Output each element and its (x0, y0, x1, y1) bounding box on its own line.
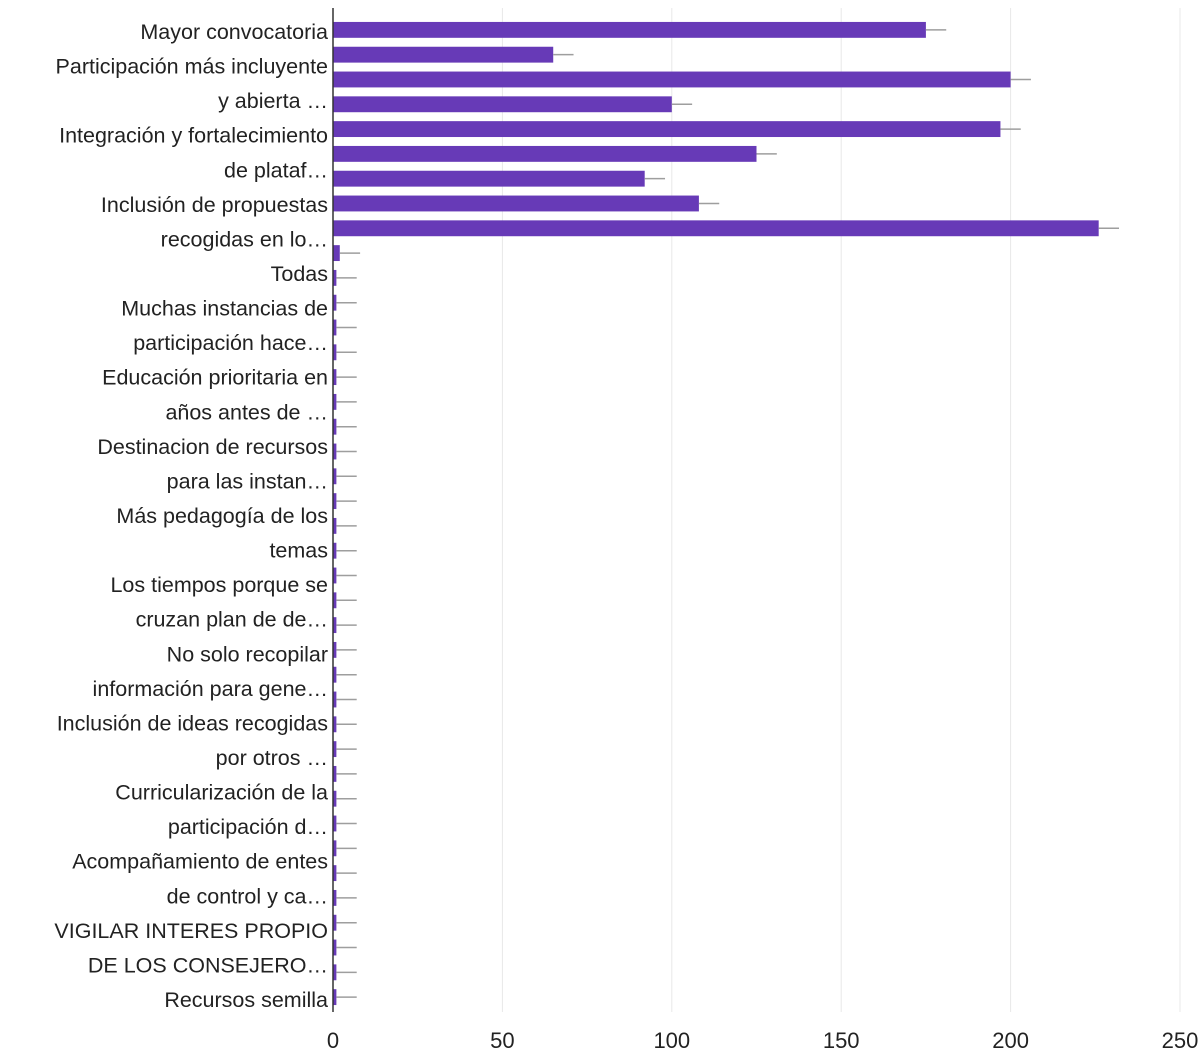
bar (333, 195, 699, 212)
category-label: VIGILAR INTERES PROPIO (54, 919, 328, 943)
bar (333, 344, 337, 361)
category-label: Curricularización de la (115, 781, 328, 805)
bar (333, 443, 337, 460)
bar (333, 517, 337, 534)
category-label: participación hace… (133, 331, 328, 355)
bar (333, 542, 337, 559)
category-label: Educación prioritaria en (102, 366, 328, 390)
bar (333, 96, 672, 113)
bar (333, 145, 757, 162)
bars (333, 21, 1099, 1006)
bar (333, 319, 337, 336)
bar (333, 369, 337, 386)
bar (333, 865, 337, 882)
bar (333, 170, 645, 187)
bar (333, 21, 926, 38)
category-label: para las instan… (167, 469, 328, 493)
category-label: temas (269, 539, 328, 563)
category-label: Integración y fortalecimiento (59, 124, 328, 148)
bar (333, 493, 337, 510)
x-tick-label: 50 (490, 1028, 514, 1053)
bar (333, 964, 337, 981)
category-label: DE LOS CONSEJERO… (88, 953, 328, 977)
bar (333, 716, 337, 733)
bar (333, 691, 337, 708)
bar (333, 592, 337, 609)
category-label: y abierta … (218, 89, 328, 113)
bar (333, 567, 337, 584)
x-tick-label: 150 (823, 1028, 860, 1053)
category-labels: Mayor convocatoria Participación más incl… (54, 20, 328, 1012)
bar (333, 220, 1099, 237)
category-label: Destinacion de recursos (97, 435, 328, 459)
bar (333, 617, 337, 634)
bar (333, 393, 337, 410)
bar (333, 815, 337, 832)
category-label: Mayor convocatoria (140, 20, 328, 44)
category-label: participación d… (168, 815, 328, 839)
x-tick-label: 200 (992, 1028, 1029, 1053)
bar (333, 989, 337, 1006)
bar (333, 46, 554, 63)
bar (333, 294, 337, 311)
bar (333, 840, 337, 857)
category-label: años antes de … (165, 400, 328, 424)
category-label: Muchas instancias de (121, 297, 328, 321)
category-label: de control y ca… (167, 884, 328, 908)
x-tick-label: 0 (327, 1028, 339, 1053)
bar (333, 269, 337, 286)
category-label: recogidas en lo… (161, 227, 328, 251)
gridlines (501, 8, 1181, 1012)
bar (333, 790, 337, 807)
category-label: Todas (271, 262, 328, 286)
category-label: No solo recopilar (167, 642, 328, 666)
category-label: cruzan plan de de… (136, 608, 328, 632)
bar (333, 418, 337, 435)
bar (333, 71, 1011, 88)
x-tick-label: 100 (653, 1028, 690, 1053)
x-tick-label: 250 (1162, 1028, 1199, 1053)
bar (333, 641, 337, 658)
bar (333, 741, 337, 758)
bar (333, 939, 337, 956)
category-label: por otros … (216, 746, 328, 770)
category-label: Los tiempos porque se (110, 573, 328, 597)
bar (333, 468, 337, 485)
category-label: Recursos semilla (164, 988, 328, 1012)
bar (333, 889, 337, 906)
category-label: de plataf… (224, 158, 328, 182)
category-label: Participación más incluyente (56, 55, 328, 79)
category-label: Inclusión de propuestas (101, 193, 328, 217)
bar (333, 245, 340, 262)
bar (333, 121, 1001, 138)
category-label: Acompañamiento de entes (72, 850, 328, 874)
category-label: información para gene… (93, 677, 328, 701)
error-bars (336, 29, 1120, 998)
bar (333, 914, 337, 931)
bar (333, 666, 337, 683)
category-label: Más pedagogía de los (116, 504, 328, 528)
x-axis-ticks: 0 50 100 150 200 250 (327, 1028, 1198, 1053)
category-label: Inclusión de ideas recogidas (57, 711, 328, 735)
bar (333, 765, 337, 782)
